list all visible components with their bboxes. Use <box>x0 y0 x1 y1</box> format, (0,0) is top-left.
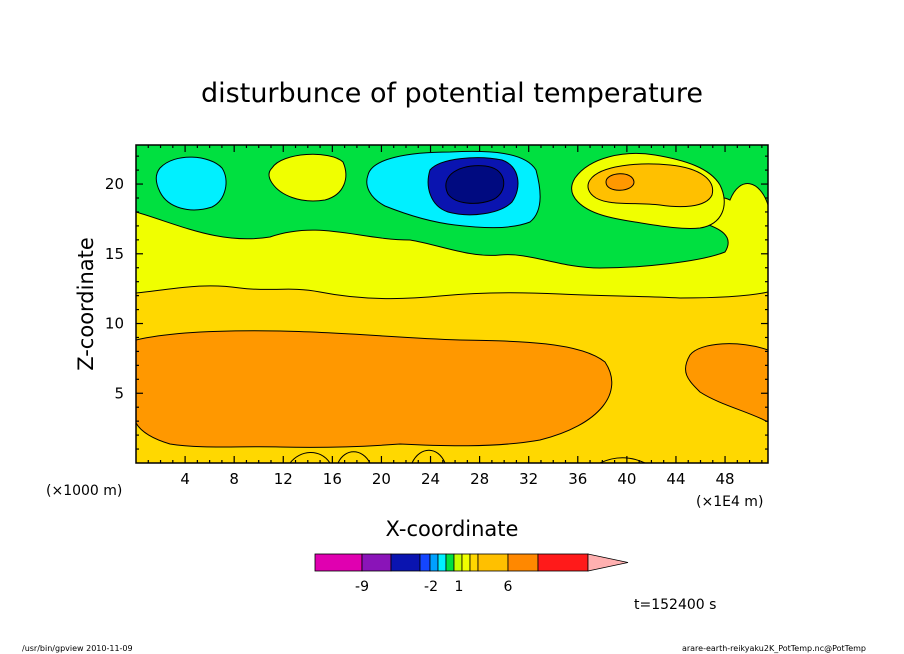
colorbar <box>314 553 629 572</box>
colorbar-segment <box>314 553 363 572</box>
y-tick-label: 15 <box>105 245 124 263</box>
time-label: t=152400 s <box>634 597 716 613</box>
x-tick-label: 36 <box>568 470 587 488</box>
colorbar-segment <box>469 553 479 572</box>
colorbar-segment <box>437 553 447 572</box>
x-tick-label: 44 <box>666 470 685 488</box>
region-warm-core <box>136 330 613 448</box>
y-tick-label: 5 <box>114 384 124 402</box>
colorbar-segment <box>507 553 539 572</box>
colorbar-label: 1 <box>455 579 464 595</box>
colorbar-segment <box>477 553 509 572</box>
colorbar-segment <box>419 553 431 572</box>
x-tick-label: 12 <box>274 470 293 488</box>
footer-left: /usr/bin/gpview 2010-11-09 <box>22 644 133 653</box>
x-tick-label: 40 <box>617 470 636 488</box>
x-unit-right: (×1E4 m) <box>696 494 763 510</box>
y-axis-label: Z-coordinate <box>74 237 98 371</box>
x-unit-left: (×1000 m) <box>46 483 122 499</box>
contour-field <box>136 145 768 463</box>
colorbar-label: -9 <box>355 579 369 595</box>
colorbar-segment <box>361 553 392 572</box>
footer-right: arare-earth-reikyaku2K_PotTemp.nc@PotTem… <box>682 644 866 653</box>
colorbar-segment <box>390 553 421 572</box>
y-tick-label: 20 <box>105 175 124 193</box>
x-axis-label: X-coordinate <box>386 517 519 541</box>
x-tick-label: 8 <box>229 470 239 488</box>
y-tick-label: 10 <box>105 315 124 333</box>
region-cool-west <box>155 156 227 211</box>
y-tick-labels: 5 10 15 20 <box>105 175 124 402</box>
region-warm-peak <box>605 173 635 191</box>
colorbar-segment <box>453 553 463 572</box>
colorbar-label: 6 <box>504 579 513 595</box>
x-tick-label: 24 <box>421 470 440 488</box>
colorbar-segment <box>445 553 455 572</box>
x-tick-labels: 4 8 12 16 20 24 28 32 36 40 44 48 <box>180 470 734 488</box>
colorbar-segment <box>537 553 589 572</box>
plot-frame <box>135 144 769 464</box>
region-coldest-core <box>445 165 505 204</box>
chart-title: disturbunce of potential temperature <box>201 78 703 109</box>
x-tick-label: 48 <box>716 470 735 488</box>
tick-marks <box>136 145 768 463</box>
region-warm-east <box>685 343 768 423</box>
colorbar-segment <box>429 553 439 572</box>
colorbar-extension-arrow <box>587 553 629 572</box>
x-tick-label: 4 <box>180 470 190 488</box>
region-warm-cell-1 <box>268 153 347 202</box>
colorbar-label: -2 <box>424 579 438 595</box>
colorbar-segment <box>461 553 471 572</box>
contour-bottom <box>289 449 646 463</box>
x-tick-label: 20 <box>372 470 391 488</box>
x-tick-label: 16 <box>323 470 342 488</box>
colorbar-labels: -9 -2 1 6 <box>355 579 513 595</box>
x-tick-label: 32 <box>519 470 538 488</box>
x-tick-label: 28 <box>470 470 489 488</box>
